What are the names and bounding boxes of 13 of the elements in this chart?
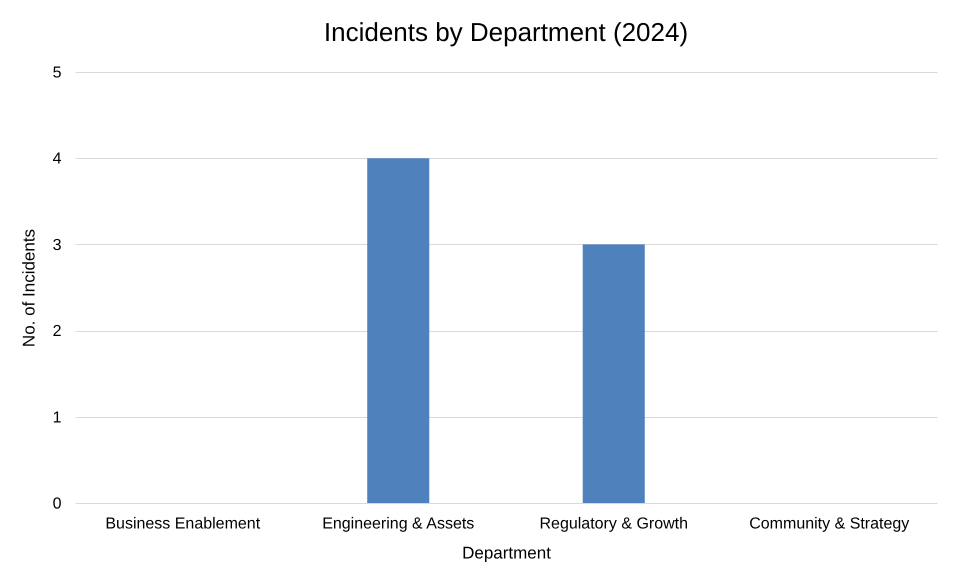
y-tick-label: 1 [52, 409, 62, 426]
y-tick-label: 0 [52, 496, 62, 512]
x-tick-label: Business Enablement [105, 516, 261, 532]
x-tick-label: Engineering & Assets [322, 516, 474, 532]
x-tick-label: Community & Strategy [749, 516, 910, 532]
chart-title: Incidents by Department (2024) [324, 17, 688, 47]
y-tick-label: 5 [52, 64, 62, 82]
x-tick-label: Regulatory & Growth [539, 516, 688, 532]
y-tick-label: 4 [52, 150, 62, 168]
y-tick-label: 2 [52, 323, 62, 340]
y-tick-label: 3 [52, 236, 62, 254]
y-axis-title: No. of Incidents [20, 228, 39, 348]
x-axis-title: Department [462, 544, 552, 562]
